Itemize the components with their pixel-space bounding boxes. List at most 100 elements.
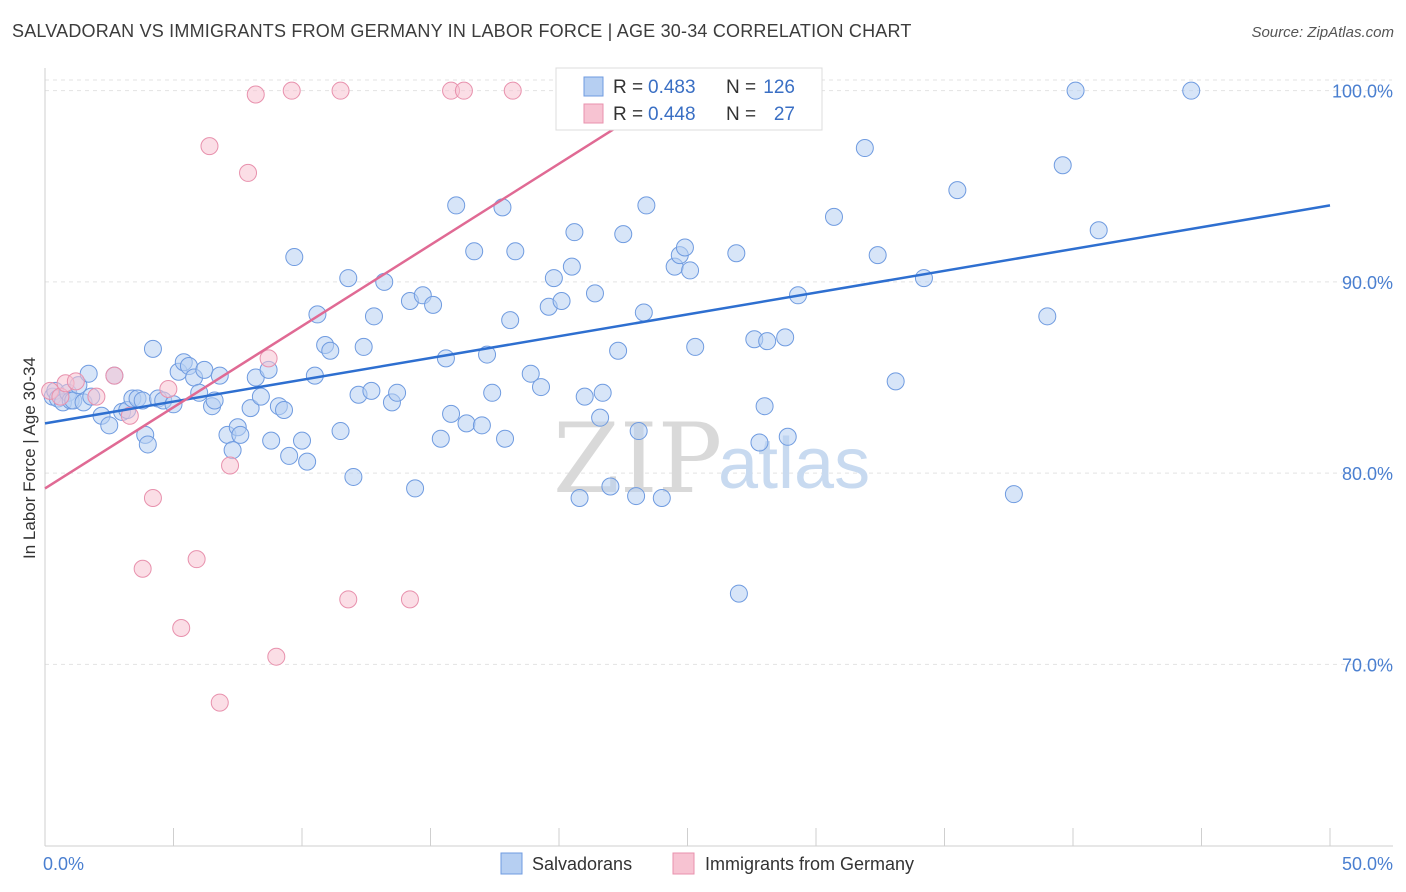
salvadoran-point <box>331 422 350 441</box>
germany-point <box>246 85 265 104</box>
germany-point <box>239 163 258 182</box>
salvadoran-point <box>501 311 520 330</box>
salvadoran-point <box>262 431 281 450</box>
salvadoran-point <box>609 341 628 360</box>
salvadoran-point <box>241 399 260 418</box>
stats-legend: R = 0.483 N = 126 R = 0.448 N = 27 <box>555 67 823 131</box>
germany-point <box>133 559 152 578</box>
germany-point <box>503 81 522 100</box>
germany-point <box>200 137 219 156</box>
germany-point <box>259 349 278 368</box>
salvadoran-point <box>457 414 476 433</box>
salvadoran-point <box>344 467 363 486</box>
salvadoran-point <box>138 435 157 454</box>
salvadoran-point <box>472 416 491 435</box>
salvadoran-point <box>652 488 671 507</box>
salvadoran-point <box>1004 485 1023 504</box>
salvadoran-point <box>585 284 604 303</box>
salvadoran-point <box>1066 81 1085 100</box>
salvadoran-point <box>321 341 340 360</box>
germany-points <box>41 81 679 712</box>
legend-swatch-blue <box>583 76 604 97</box>
germany-point <box>400 590 419 609</box>
germany-point <box>159 379 178 398</box>
germany-point <box>331 81 350 100</box>
salvadoran-point <box>506 242 525 261</box>
salvadoran-point <box>601 477 620 496</box>
legend-swatch-pink <box>583 103 604 124</box>
series-legend-label-salvadorans: Salvadorans <box>532 854 632 874</box>
salvadoran-point <box>442 404 461 423</box>
salvadoran-point <box>729 584 748 603</box>
germany-point <box>339 590 358 609</box>
salvadoran-point <box>552 292 571 311</box>
salvadoran-point <box>886 372 905 391</box>
salvadoran-point <box>948 181 967 200</box>
germany-point <box>105 366 124 385</box>
salvadoran-point <box>280 446 299 465</box>
germany-point <box>210 693 229 712</box>
tick-labels: 70.0% 80.0% 90.0% 100.0% 0.0% 50.0% <box>43 82 1393 874</box>
salvadoran-point <box>298 452 317 471</box>
salvadoran-point <box>362 381 381 400</box>
salvadoran-point <box>424 295 443 314</box>
salvadoran-point <box>339 269 358 288</box>
salvadoran-point <box>465 242 484 261</box>
salvadoran-point <box>1089 221 1108 240</box>
chart-title: SALVADORAN VS IMMIGRANTS FROM GERMANY IN… <box>12 21 912 41</box>
y-tick-label: 80.0% <box>1342 464 1393 484</box>
salvadoran-point <box>758 332 777 351</box>
salvadoran-point <box>354 337 373 356</box>
salvadoran-point <box>565 223 584 242</box>
salvadoran-trend-line <box>44 204 1331 425</box>
germany-point <box>143 488 162 507</box>
y-axis-label: In Labor Force | Age 30-34 <box>20 357 39 559</box>
salvadoran-point <box>493 198 512 217</box>
axes <box>44 68 1393 847</box>
germany-point <box>120 406 139 425</box>
salvadoran-point <box>570 488 589 507</box>
salvadoran-point <box>727 244 746 263</box>
salvadoran-point <box>686 337 705 356</box>
salvadoran-point <box>614 225 633 244</box>
salvadoran-point <box>436 349 455 368</box>
series-legend-label-germany: Immigrants from Germany <box>705 854 914 874</box>
salvadoran-point <box>143 339 162 358</box>
salvadoran-point <box>681 261 700 280</box>
salvadoran-point <box>824 207 843 226</box>
salvadoran-point <box>275 401 294 420</box>
legend-n-label-blue: N = <box>726 77 756 98</box>
legend-n-label-pink: N = <box>726 104 756 125</box>
salvadoran-point <box>1182 81 1201 100</box>
germany-point <box>454 81 473 100</box>
salvadoran-point <box>778 427 797 446</box>
salvadoran-point <box>750 433 769 452</box>
salvadoran-point <box>868 246 887 265</box>
germany-trend-line <box>44 89 676 490</box>
salvadoran-point <box>575 387 594 406</box>
salvadoran-point <box>593 383 612 402</box>
legend-n-value-pink: 27 <box>774 104 795 125</box>
salvadoran-point <box>406 479 425 498</box>
germany-point <box>187 550 206 569</box>
salvadoran-point <box>675 238 694 257</box>
legend-r-value-blue: 0.483 <box>648 77 696 98</box>
salvadoran-point <box>855 139 874 158</box>
salvadoran-point <box>496 429 515 448</box>
series-legend-swatch-germany <box>672 852 695 875</box>
germany-point <box>66 372 85 391</box>
legend-r-value-pink: 0.448 <box>648 104 696 125</box>
salvadoran-point <box>755 397 774 416</box>
salvadoran-point <box>388 383 407 402</box>
salvadoran-point <box>364 307 383 326</box>
salvadoran-point <box>532 378 551 397</box>
germany-point <box>172 619 191 638</box>
salvadoran-point <box>100 416 119 435</box>
salvadoran-point <box>776 328 795 347</box>
series-legend: Salvadorans Immigrants from Germany <box>500 852 914 875</box>
legend-n-value-blue: 126 <box>763 77 795 98</box>
salvadoran-point <box>562 257 581 276</box>
y-tick-label: 70.0% <box>1342 655 1393 675</box>
salvadoran-point <box>1038 307 1057 326</box>
